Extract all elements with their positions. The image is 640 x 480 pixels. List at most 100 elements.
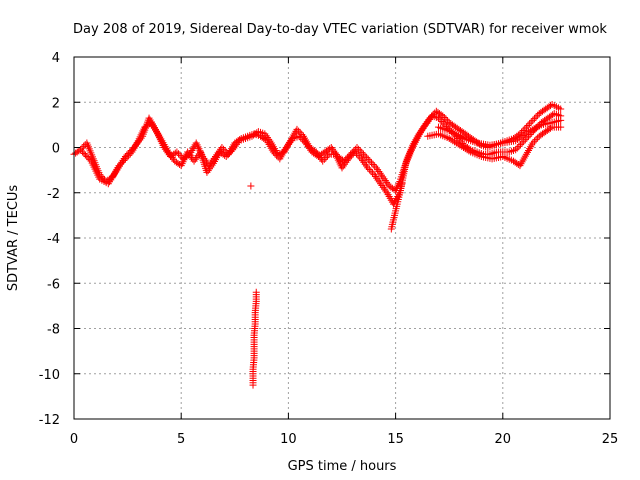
y-tick-label: -2 xyxy=(47,187,60,202)
data-point xyxy=(369,169,377,177)
data-point xyxy=(356,153,364,161)
data-point xyxy=(355,145,363,153)
data-point xyxy=(436,116,444,124)
data-point xyxy=(373,174,381,182)
data-point xyxy=(296,129,304,137)
data-point xyxy=(204,167,212,175)
data-point xyxy=(203,168,211,176)
y-tick-label: -6 xyxy=(47,277,60,292)
data-point xyxy=(173,148,181,156)
data-point xyxy=(377,180,385,188)
data-point xyxy=(166,150,174,158)
data-point xyxy=(398,180,406,188)
data-point xyxy=(529,116,537,124)
data-point xyxy=(361,152,369,160)
data-point xyxy=(80,142,88,150)
data-point xyxy=(208,161,216,169)
data-point xyxy=(354,151,362,159)
data-point xyxy=(383,178,391,186)
data-point xyxy=(529,139,537,147)
data-point xyxy=(218,144,226,151)
data-point xyxy=(420,123,428,131)
data-point xyxy=(378,182,386,190)
data-point xyxy=(171,149,179,157)
x-tick-label: 10 xyxy=(280,432,297,447)
x-tick-label: 25 xyxy=(602,432,619,447)
data-point xyxy=(127,147,135,155)
data-point xyxy=(379,173,387,181)
data-point xyxy=(367,167,375,175)
y-tick-label: 2 xyxy=(52,96,60,111)
x-tick-label: 5 xyxy=(177,432,185,447)
data-point xyxy=(371,162,379,170)
data-point xyxy=(81,151,89,159)
data-point xyxy=(231,142,239,150)
data-point xyxy=(351,148,359,156)
data-point xyxy=(374,176,382,184)
axis-ticks xyxy=(73,56,611,420)
data-point xyxy=(129,145,137,153)
data-point xyxy=(230,144,238,152)
data-point xyxy=(164,148,172,156)
data-point xyxy=(314,150,322,158)
data-point xyxy=(169,155,177,163)
data-point xyxy=(423,119,431,127)
data-point xyxy=(220,145,228,153)
data-point xyxy=(532,136,540,144)
data-point xyxy=(184,148,192,156)
data-point xyxy=(360,158,368,166)
data-point xyxy=(451,138,459,146)
data-point xyxy=(320,155,328,163)
data-point xyxy=(315,152,323,160)
data-point xyxy=(363,154,371,162)
data-point xyxy=(465,147,473,155)
data-point xyxy=(222,153,230,161)
data-point xyxy=(342,158,350,166)
data-point xyxy=(339,162,347,170)
data-point xyxy=(376,169,384,177)
data-point xyxy=(224,151,232,159)
data-point xyxy=(424,117,432,125)
data-point xyxy=(449,137,457,145)
data-point xyxy=(425,115,433,123)
data-point xyxy=(439,112,447,120)
data-point xyxy=(249,381,257,389)
y-tick-labels: 4 2 0 -2 -4 -6 -8 -10 -12 xyxy=(39,51,60,428)
data-point xyxy=(382,187,390,195)
data-point xyxy=(263,134,271,142)
data-point xyxy=(293,125,301,133)
data-point xyxy=(123,151,131,159)
data-point xyxy=(520,137,528,145)
data-point xyxy=(547,124,555,132)
data-point xyxy=(227,147,235,155)
data-point xyxy=(415,130,423,138)
data-point xyxy=(516,141,524,149)
data-point xyxy=(372,164,380,172)
data-point xyxy=(319,157,327,165)
data-point xyxy=(384,180,392,188)
y-tick-label: 0 xyxy=(52,142,60,157)
data-point xyxy=(126,148,134,156)
data-point xyxy=(367,159,375,167)
data-point xyxy=(167,152,175,160)
data-point xyxy=(83,153,91,161)
y-tick-label: -12 xyxy=(39,413,60,428)
data-point xyxy=(442,115,450,123)
data-point xyxy=(356,147,364,155)
x-tick-label: 15 xyxy=(387,432,404,447)
data-point xyxy=(233,140,241,148)
data-point xyxy=(371,172,379,180)
data-point xyxy=(193,153,201,161)
data-point xyxy=(207,163,215,171)
data-point xyxy=(364,164,372,172)
data-point xyxy=(78,144,86,152)
data-point xyxy=(418,126,426,134)
data-point xyxy=(124,150,132,158)
data-point xyxy=(266,137,274,145)
data-point xyxy=(526,120,534,128)
y-tick-label: -4 xyxy=(47,232,60,247)
data-point xyxy=(326,145,334,153)
data-point xyxy=(422,121,430,129)
data-point xyxy=(463,146,471,154)
